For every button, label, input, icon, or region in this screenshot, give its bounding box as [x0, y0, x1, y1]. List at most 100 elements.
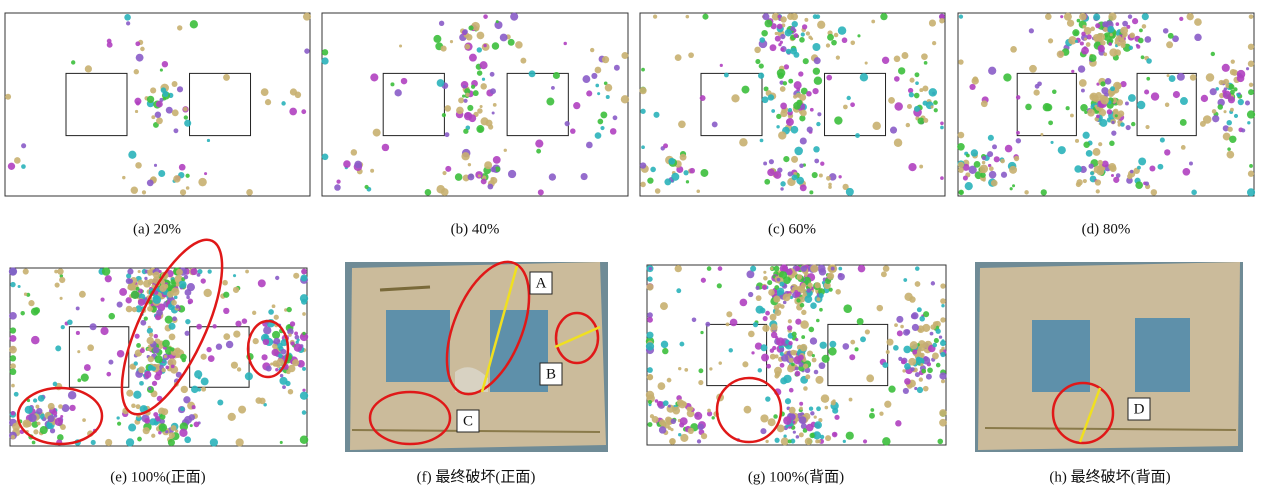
- ae-event: [228, 413, 236, 421]
- ae-event: [799, 115, 805, 121]
- ae-event: [988, 67, 996, 75]
- ae-event: [820, 435, 824, 439]
- ae-event: [929, 88, 938, 97]
- ae-event: [508, 170, 516, 178]
- ae-event: [992, 144, 997, 149]
- ae-event: [739, 138, 747, 146]
- ae-event: [786, 118, 794, 126]
- ae-event: [25, 406, 33, 414]
- ae-event: [804, 295, 812, 303]
- ae-event: [659, 419, 666, 426]
- ae-event: [462, 95, 465, 98]
- ae-event: [147, 348, 150, 351]
- ae-event: [1078, 65, 1085, 72]
- ae-event: [1083, 132, 1090, 139]
- ae-event: [471, 85, 475, 89]
- ae-event: [648, 422, 653, 427]
- ae-event: [906, 123, 910, 127]
- ae-event: [917, 307, 922, 312]
- ae-event: [69, 405, 75, 411]
- ae-event: [222, 280, 228, 286]
- ae-event: [982, 156, 986, 160]
- ae-event: [696, 189, 700, 193]
- ae-event: [780, 352, 784, 356]
- ae-event: [810, 37, 813, 40]
- ae-event: [1079, 79, 1087, 87]
- ae-event: [1158, 164, 1164, 170]
- ae-event: [223, 74, 230, 81]
- ae-event: [796, 435, 800, 439]
- ae-event: [647, 177, 653, 183]
- ae-event: [936, 363, 941, 368]
- ae-event: [504, 149, 507, 152]
- ae-event: [924, 61, 928, 65]
- ae-event: [456, 107, 464, 115]
- ae-event: [647, 317, 653, 323]
- ae-event: [154, 164, 157, 167]
- ae-event: [1107, 109, 1112, 114]
- ae-event: [765, 19, 773, 27]
- ae-event: [812, 43, 820, 51]
- ae-event: [289, 108, 297, 116]
- ae-event: [1005, 145, 1013, 153]
- ae-event: [780, 110, 787, 117]
- ae-event: [829, 288, 833, 292]
- ae-event: [181, 386, 188, 393]
- ae-event: [904, 378, 911, 385]
- ae-event: [484, 161, 492, 169]
- ae-event: [210, 438, 218, 446]
- ae-event: [914, 93, 920, 99]
- ae-event: [455, 173, 463, 181]
- ae-event: [176, 269, 183, 276]
- ae-event: [929, 19, 936, 26]
- ae-event: [755, 59, 760, 64]
- ae-event: [797, 274, 803, 280]
- ae-event: [670, 428, 673, 431]
- ae-event: [758, 368, 762, 372]
- ae-event: [266, 366, 272, 372]
- ae-event: [709, 367, 712, 370]
- ae-event: [902, 369, 905, 372]
- ae-event: [18, 285, 21, 288]
- ae-event: [677, 399, 684, 406]
- ae-event: [33, 307, 40, 314]
- ae-event: [1048, 38, 1053, 43]
- ae-event: [807, 288, 812, 293]
- ae-event: [640, 162, 646, 168]
- ae-event: [364, 185, 368, 189]
- ae-event: [1050, 141, 1053, 144]
- ae-event: [789, 407, 796, 414]
- ae-event: [675, 54, 682, 61]
- ae-event: [863, 439, 867, 443]
- ae-event: [170, 347, 174, 351]
- ae-event: [1130, 170, 1134, 174]
- ae-event: [834, 415, 839, 420]
- ae-event: [771, 324, 778, 331]
- ae-event: [980, 165, 989, 174]
- ae-event: [207, 269, 211, 273]
- ae-event: [165, 430, 168, 433]
- ae-event: [640, 182, 646, 188]
- ae-event: [809, 433, 814, 438]
- ae-event: [31, 336, 39, 344]
- ae-event: [1111, 131, 1116, 136]
- ae-event: [1102, 161, 1109, 168]
- ae-event: [1142, 24, 1147, 29]
- ae-event: [1163, 28, 1169, 34]
- ae-event: [33, 429, 38, 434]
- ae-event: [48, 415, 55, 422]
- ae-event: [67, 319, 73, 325]
- ae-event: [197, 273, 201, 277]
- ae-event: [187, 283, 195, 291]
- ae-event: [783, 416, 792, 425]
- ae-event: [801, 283, 806, 288]
- ae-event: [820, 342, 827, 349]
- ae-event: [135, 110, 138, 113]
- ae-event: [21, 143, 26, 148]
- ae-event: [81, 374, 89, 382]
- ae-event: [809, 327, 815, 333]
- ae-event: [795, 371, 801, 377]
- ae-event: [520, 58, 526, 64]
- ae-event: [549, 173, 556, 180]
- ae-event: [742, 361, 748, 367]
